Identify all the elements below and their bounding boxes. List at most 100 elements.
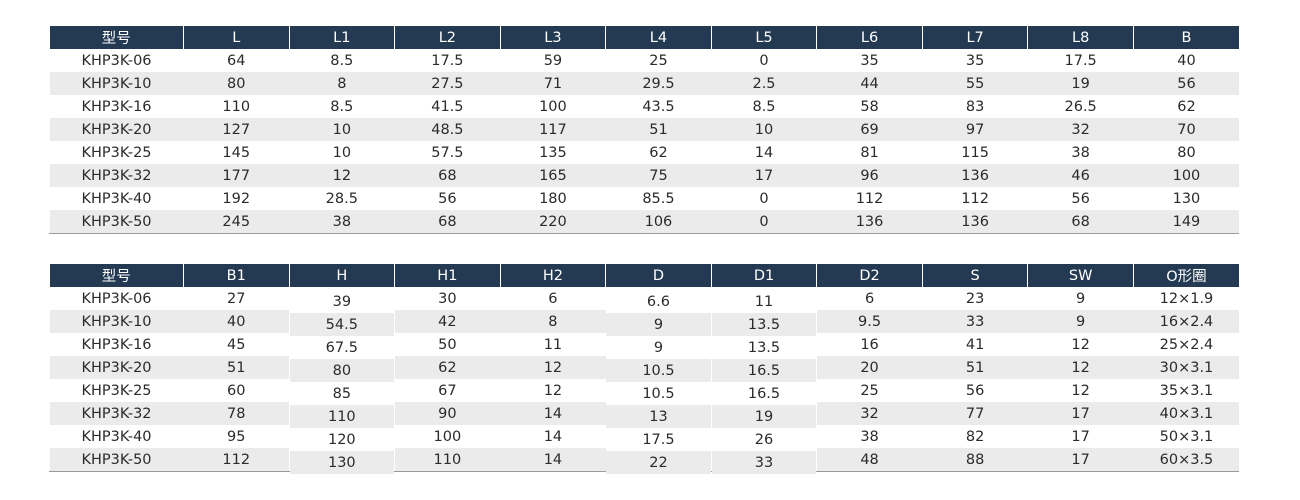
model-cell: KHP3K-20	[49, 118, 184, 141]
value-cell: 51	[922, 356, 1028, 379]
model-cell: KHP3K-40	[81, 190, 152, 207]
value-cell: 8.5	[752, 98, 776, 115]
value-cell: 12	[289, 164, 395, 187]
value-cell: 23	[965, 290, 985, 307]
header-cell-L5: L5	[710, 26, 817, 49]
value-cell: 10	[711, 118, 817, 141]
value-cell: 11	[754, 293, 774, 310]
value-cell: 136	[922, 164, 1028, 187]
value-cell: 27.5	[394, 72, 501, 95]
header-cell-SW: SW	[1027, 264, 1134, 287]
table-row: KHP3K-50 112 130 110 14 22 33 48 88 17 60×3.5	[49, 448, 1239, 475]
value-cell: 14	[543, 428, 563, 445]
value-cell: 97	[922, 118, 1028, 141]
value-cell: 17	[1027, 402, 1134, 425]
value-cell: 96	[816, 164, 923, 187]
value-cell: 136	[922, 210, 1028, 234]
value-cell: 127	[183, 118, 290, 141]
value-cell: 70	[1133, 118, 1239, 141]
value-cell: 88	[922, 448, 1028, 472]
model-cell: KHP3K-06	[81, 290, 152, 307]
value-cell: 85.5	[642, 190, 675, 207]
table-row: KHP3K-06 27 39 30 6 6.6 11 6 23 9 12×1.9	[50, 287, 1240, 310]
header-cell-S: S	[921, 264, 1028, 287]
header-cell-L4: L4	[605, 26, 712, 49]
value-cell: 55	[922, 72, 1028, 95]
value-cell: 71	[500, 72, 606, 95]
value-cell: 136	[816, 210, 923, 234]
value-cell: 27	[227, 290, 246, 307]
value-cell: 17.5	[642, 431, 675, 448]
value-cell: 110	[394, 448, 501, 472]
table-row: KHP3K-50 245 38 68 220 106 0 136 136 68 149	[49, 210, 1239, 234]
header-cell-D: D	[605, 264, 712, 287]
value-cell: 0	[711, 210, 817, 234]
value-cell: 9.5	[816, 310, 923, 333]
value-cell: 120	[327, 431, 356, 448]
value-cell: 40×3.1	[1133, 402, 1239, 425]
value-cell: 14	[754, 144, 774, 161]
value-cell: 115	[961, 144, 989, 161]
value-cell: 19	[711, 405, 817, 428]
table-row: KHP3K-10 40 54.5 42 8 9 13.5 9.5 33 9 16×2.4	[49, 310, 1239, 336]
value-cell: 8	[289, 72, 395, 95]
value-cell: 50×3.1	[1159, 428, 1214, 445]
value-cell: 62	[1177, 98, 1196, 115]
value-cell: 10.5	[642, 385, 675, 402]
table-row: KHP3K-40 95 120 100 14 17.5 26 38 82 17 50×3.1	[50, 425, 1240, 448]
value-cell: 8.5	[330, 98, 354, 115]
value-cell: 192	[222, 190, 251, 207]
value-cell: 9	[653, 339, 664, 356]
value-cell: 130	[1172, 190, 1201, 207]
dimension-table-2: 型号 B1 H H1 H2 D D1 D2 S SW O形圈 KHP3K-06 2…	[49, 264, 1240, 475]
model-cell: KHP3K-10	[49, 72, 184, 95]
value-cell: 60	[227, 382, 246, 399]
value-cell: 45	[227, 336, 246, 353]
value-cell: 67	[438, 382, 457, 399]
value-cell: 67.5	[325, 339, 358, 356]
value-cell: 68	[1027, 210, 1134, 234]
model-cell: KHP3K-25	[81, 144, 152, 161]
header-cell-B: B	[1132, 26, 1239, 49]
value-cell: 20	[816, 356, 923, 379]
value-cell: 43.5	[642, 98, 675, 115]
table-1-body: KHP3K-06 64 8.5 17.5 59 25 0 35 35 17.5 40 KHP3K-10…	[49, 49, 1240, 234]
table-1-header: 型号 L L1 L2 L3 L4 L5 L6 L7 L8 B	[49, 26, 1239, 49]
table-row: KHP3K-25 145 10 57.5 135 62 14 81 115 38 80	[50, 141, 1240, 164]
value-cell: 149	[1133, 210, 1239, 234]
value-cell: 48	[816, 448, 923, 472]
value-cell: 26.5	[1064, 98, 1097, 115]
value-cell: 17	[1071, 428, 1090, 445]
value-cell: 13	[605, 405, 712, 428]
value-cell: 10	[332, 144, 352, 161]
value-cell: 106	[605, 210, 712, 234]
header-cell-D2: D2	[816, 264, 923, 287]
value-cell: 83	[965, 98, 985, 115]
model-cell: KHP3K-40	[81, 428, 152, 445]
value-cell: 30	[438, 290, 457, 307]
value-cell: 82	[965, 428, 985, 445]
value-cell: 77	[922, 402, 1028, 425]
value-cell: 59	[543, 52, 563, 69]
value-cell: 40	[183, 310, 290, 333]
model-cell: KHP3K-20	[49, 356, 184, 379]
value-cell: 16×2.4	[1133, 310, 1239, 333]
value-cell: 56	[1133, 72, 1239, 95]
value-cell: 0	[759, 52, 769, 69]
value-cell: 135	[539, 144, 567, 161]
value-cell: 145	[222, 144, 251, 161]
header-cell-L2: L2	[394, 26, 501, 49]
table-row: KHP3K-16 110 8.5 41.5 100 43.5 8.5 58 83 26.5 62	[50, 95, 1240, 118]
value-cell: 80	[1177, 144, 1196, 161]
table-2-body: KHP3K-06 27 39 30 6 6.6 11 6 23 9 12×1.9 KHP3K-10 40…	[49, 287, 1240, 475]
value-cell: 12	[1071, 336, 1090, 353]
value-cell: 44	[816, 72, 923, 95]
header-cell-L6: L6	[816, 26, 923, 49]
value-cell: 57.5	[431, 144, 464, 161]
value-cell: 30×3.1	[1133, 356, 1239, 379]
value-cell: 35	[965, 52, 985, 69]
value-cell: 56	[965, 382, 985, 399]
value-cell: 19	[1027, 72, 1134, 95]
header-cell-L7: L7	[921, 26, 1028, 49]
header-cell-L8: L8	[1027, 26, 1134, 49]
